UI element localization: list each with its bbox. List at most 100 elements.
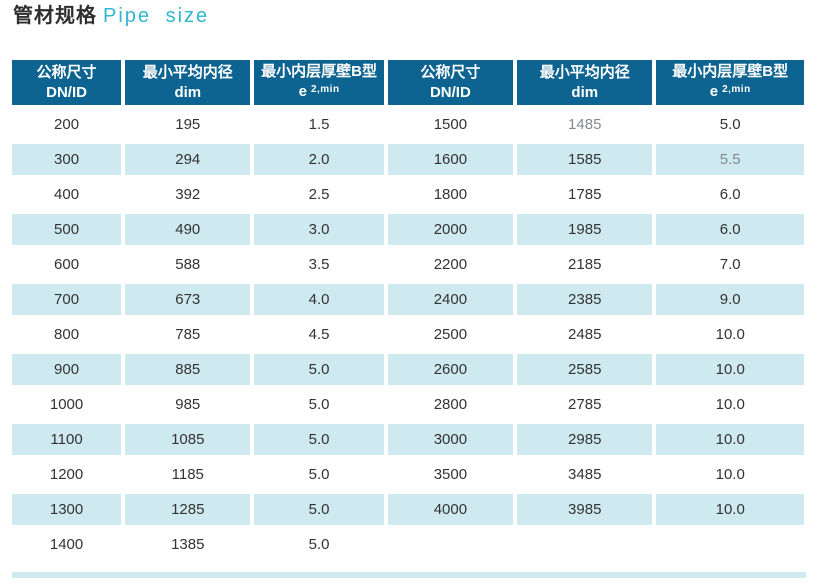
table-cell: 2785 xyxy=(517,389,653,420)
table-cell: 3000 xyxy=(387,424,514,455)
table-cell: 1500 xyxy=(387,109,514,140)
table-cell: 5.0 xyxy=(254,354,384,385)
col-header-nominal-size-left: 公称尺寸 DN/ID xyxy=(12,60,122,105)
table-cell: 2200 xyxy=(387,249,514,280)
table-cell: 2.5 xyxy=(254,179,384,210)
table-row: 1100 1085 5.0 3000 2985 10.0 xyxy=(12,424,804,455)
table-cell: 392 xyxy=(125,179,251,210)
header-label-zh: 公称尺寸 xyxy=(420,63,481,81)
table-cell: 400 xyxy=(12,179,122,210)
table-cell: 5.0 xyxy=(254,389,384,420)
table-cell: 885 xyxy=(125,354,251,385)
pipe-size-table: 公称尺寸 DN/ID 最小平均内径 dim 最小内层厚壁B型 e 2,min 公称… xyxy=(8,56,808,564)
table-cell: 700 xyxy=(12,284,122,315)
table-cell: 195 xyxy=(125,109,251,140)
table-cell: 2000 xyxy=(387,214,514,245)
table-cell: 3.5 xyxy=(254,249,384,280)
table-cell: 600 xyxy=(12,249,122,280)
e-symbol: e xyxy=(709,82,719,100)
table-cell: 3500 xyxy=(387,459,514,490)
table-cell: 5.0 xyxy=(254,529,384,560)
table-cell: 6.0 xyxy=(656,214,804,245)
table-cell: 1300 xyxy=(12,494,122,525)
table-cell: 6.0 xyxy=(656,179,804,210)
table-cell: 5.0 xyxy=(254,494,384,525)
col-header-min-wall-left: 最小内层厚壁B型 e 2,min xyxy=(254,60,384,105)
table-cell: 10.0 xyxy=(656,389,804,420)
table-cell: 2485 xyxy=(517,319,653,350)
table-body: 200 195 1.5 1500 1485 5.0 300 294 2.0 1600 1585 5.5… xyxy=(12,109,804,560)
table-cell: 2985 xyxy=(517,424,653,455)
table-cell: 2585 xyxy=(517,354,653,385)
table-cell: 2500 xyxy=(387,319,514,350)
table-cell: 588 xyxy=(125,249,251,280)
table-cell: 9.0 xyxy=(656,284,804,315)
table-cell: 1400 xyxy=(12,529,122,560)
table-row: 1300 1285 5.0 4000 3985 10.0 xyxy=(12,494,804,525)
table-row: 1400 1385 5.0 xyxy=(12,529,804,560)
e-subscript: 2,min xyxy=(310,83,340,95)
table-cell: 1200 xyxy=(12,459,122,490)
header-label-sub: dim xyxy=(174,83,202,101)
table-cell: 1285 xyxy=(125,494,251,525)
header-label-zh: 公称尺寸 xyxy=(36,63,97,81)
table-cell: 490 xyxy=(125,214,251,245)
table-cell: 10.0 xyxy=(656,424,804,455)
table-cell: 900 xyxy=(12,354,122,385)
table-cell: 10.0 xyxy=(656,494,804,525)
header-label-sub: e 2,min xyxy=(657,82,803,104)
col-header-min-avg-id-right: 最小平均内径 dim xyxy=(517,60,653,105)
page-title: 管材规格 Pipe size xyxy=(13,4,209,28)
table-cell: 10.0 xyxy=(656,319,804,350)
table-row: 1000 985 5.0 2800 2785 10.0 xyxy=(12,389,804,420)
table-row: 300 294 2.0 1600 1585 5.5 xyxy=(12,144,804,175)
table-row: 700 673 4.0 2400 2385 9.0 xyxy=(12,284,804,315)
header-label-sub: DN/ID xyxy=(429,83,471,101)
table-cell: 5.0 xyxy=(254,424,384,455)
table-cell: 1485 xyxy=(517,109,653,140)
header-label-zh: 最小平均内径 xyxy=(142,63,233,81)
page-title-zh: 管材规格 xyxy=(13,5,97,27)
table-cell: 10.0 xyxy=(656,459,804,490)
table-cell: 2385 xyxy=(517,284,653,315)
table-header: 公称尺寸 DN/ID 最小平均内径 dim 最小内层厚壁B型 e 2,min 公称… xyxy=(12,60,804,105)
table-cell: 4000 xyxy=(387,494,514,525)
header-label-sub: dim xyxy=(571,83,599,101)
table-row: 600 588 3.5 2200 2185 7.0 xyxy=(12,249,804,280)
header-label-sub: e 2,min xyxy=(255,82,382,104)
table-cell: 2600 xyxy=(387,354,514,385)
col-header-min-wall-right: 最小内层厚壁B型 e 2,min xyxy=(656,60,804,105)
table-cell: 2.0 xyxy=(254,144,384,175)
table-cell: 2400 xyxy=(387,284,514,315)
table-cell: 2800 xyxy=(387,389,514,420)
table-cell: 1100 xyxy=(12,424,122,455)
table-cell: 1000 xyxy=(12,389,122,420)
table-cell: 1985 xyxy=(517,214,653,245)
col-header-min-avg-id-left: 最小平均内径 dim xyxy=(125,60,251,105)
header-label-zh: 最小内层厚壁B型 xyxy=(261,62,377,80)
table-cell: 2185 xyxy=(517,249,653,280)
table-cell: 3485 xyxy=(517,459,653,490)
table-cell: 7.0 xyxy=(656,249,804,280)
table-cell xyxy=(517,529,653,560)
table-cell: 3985 xyxy=(517,494,653,525)
table-cell: 800 xyxy=(12,319,122,350)
table-cell xyxy=(656,529,804,560)
header-label-zh: 最小内层厚壁B型 xyxy=(672,62,789,80)
table-cell: 1185 xyxy=(125,459,251,490)
table-cell: 4.0 xyxy=(254,284,384,315)
footer-strip xyxy=(12,572,806,578)
table-row: 800 785 4.5 2500 2485 10.0 xyxy=(12,319,804,350)
table-cell: 1785 xyxy=(517,179,653,210)
table-cell: 1385 xyxy=(125,529,251,560)
table-row: 500 490 3.0 2000 1985 6.0 xyxy=(12,214,804,245)
table-cell: 10.0 xyxy=(656,354,804,385)
table-row: 200 195 1.5 1500 1485 5.0 xyxy=(12,109,804,140)
table-cell: 1600 xyxy=(387,144,514,175)
table-cell xyxy=(387,529,514,560)
table-cell: 1085 xyxy=(125,424,251,455)
page-title-en: Pipe size xyxy=(103,5,210,27)
table-cell: 300 xyxy=(12,144,122,175)
table-cell: 5.0 xyxy=(656,109,804,140)
